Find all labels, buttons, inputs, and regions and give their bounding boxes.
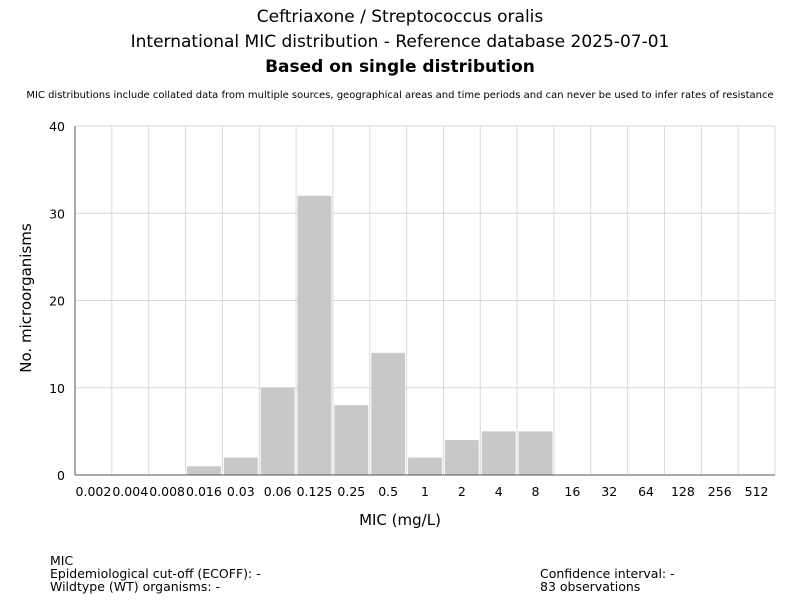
x-tick-label: 64 [638, 484, 654, 499]
ecoff-text: Epidemiological cut-off (ECOFF): - [50, 566, 261, 581]
bar-0.06 [260, 387, 295, 475]
footer-left: MIC Epidemiological cut-off (ECOFF): - W… [50, 554, 261, 593]
x-tick-label: 4 [495, 484, 503, 499]
x-tick-label: 0.125 [297, 484, 333, 499]
x-tick-label: 0.25 [337, 484, 365, 499]
x-tick-label: 128 [671, 484, 695, 499]
confidence-text: Confidence interval: - [540, 566, 675, 581]
y-axis-label: No. microorganisms [17, 223, 35, 373]
bar-0.125 [297, 195, 332, 476]
chart-subtitle: MIC distributions include collated data … [26, 90, 774, 101]
y-tick-label: 0 [57, 468, 65, 483]
x-tick-label: 8 [532, 484, 540, 499]
y-tick-label: 30 [49, 206, 65, 221]
chart-title: Ceftriaxone / Streptococcus oralis [256, 7, 544, 27]
x-axis-label: MIC (mg/L) [359, 511, 441, 529]
bars-group [187, 195, 553, 476]
bar-0.5 [371, 352, 406, 475]
bar-4 [481, 431, 516, 475]
y-tick-labels: 0 10 20 30 40 [49, 119, 65, 483]
mic-label: MIC [50, 553, 74, 568]
y-tick-label: 20 [49, 294, 65, 309]
bar-0.016 [187, 466, 221, 475]
x-tick-label: 16 [564, 484, 580, 499]
axes-group [74, 126, 775, 476]
bar-0.03 [223, 457, 258, 475]
x-tick-label: 0.5 [378, 484, 398, 499]
bar-0.25 [334, 405, 369, 475]
x-tick-label: 0.016 [186, 484, 222, 499]
x-tick-label: 0.008 [149, 484, 185, 499]
x-tick-label: 32 [601, 484, 617, 499]
observations-text: 83 observations [540, 579, 641, 594]
x-tick-label: 0.06 [264, 484, 292, 499]
y-tick-label: 10 [49, 381, 65, 396]
bar-8 [518, 431, 553, 475]
wildtype-text: Wildtype (WT) organisms: - [50, 579, 221, 594]
bar-1 [408, 457, 442, 475]
x-tick-label: 2 [458, 484, 466, 499]
chart-title-line2: International MIC distribution - Referen… [130, 32, 670, 52]
x-tick-labels: 0.002 0.004 0.008 0.016 0.03 0.06 0.125 0.25 0.5… [76, 484, 769, 499]
bar-2 [444, 440, 479, 475]
grid-lines [75, 125, 776, 475]
footer-right: Confidence interval: - 83 observations [540, 567, 675, 593]
y-tick-label: 40 [49, 119, 65, 134]
x-tick-label: 256 [708, 484, 732, 499]
x-tick-label: 0.004 [112, 484, 148, 499]
x-tick-label: 512 [745, 484, 769, 499]
x-tick-label: 0.03 [227, 484, 255, 499]
x-tick-label: 0.002 [76, 484, 112, 499]
chart-title-line3: Based on single distribution [265, 57, 535, 77]
x-tick-label: 1 [421, 484, 429, 499]
